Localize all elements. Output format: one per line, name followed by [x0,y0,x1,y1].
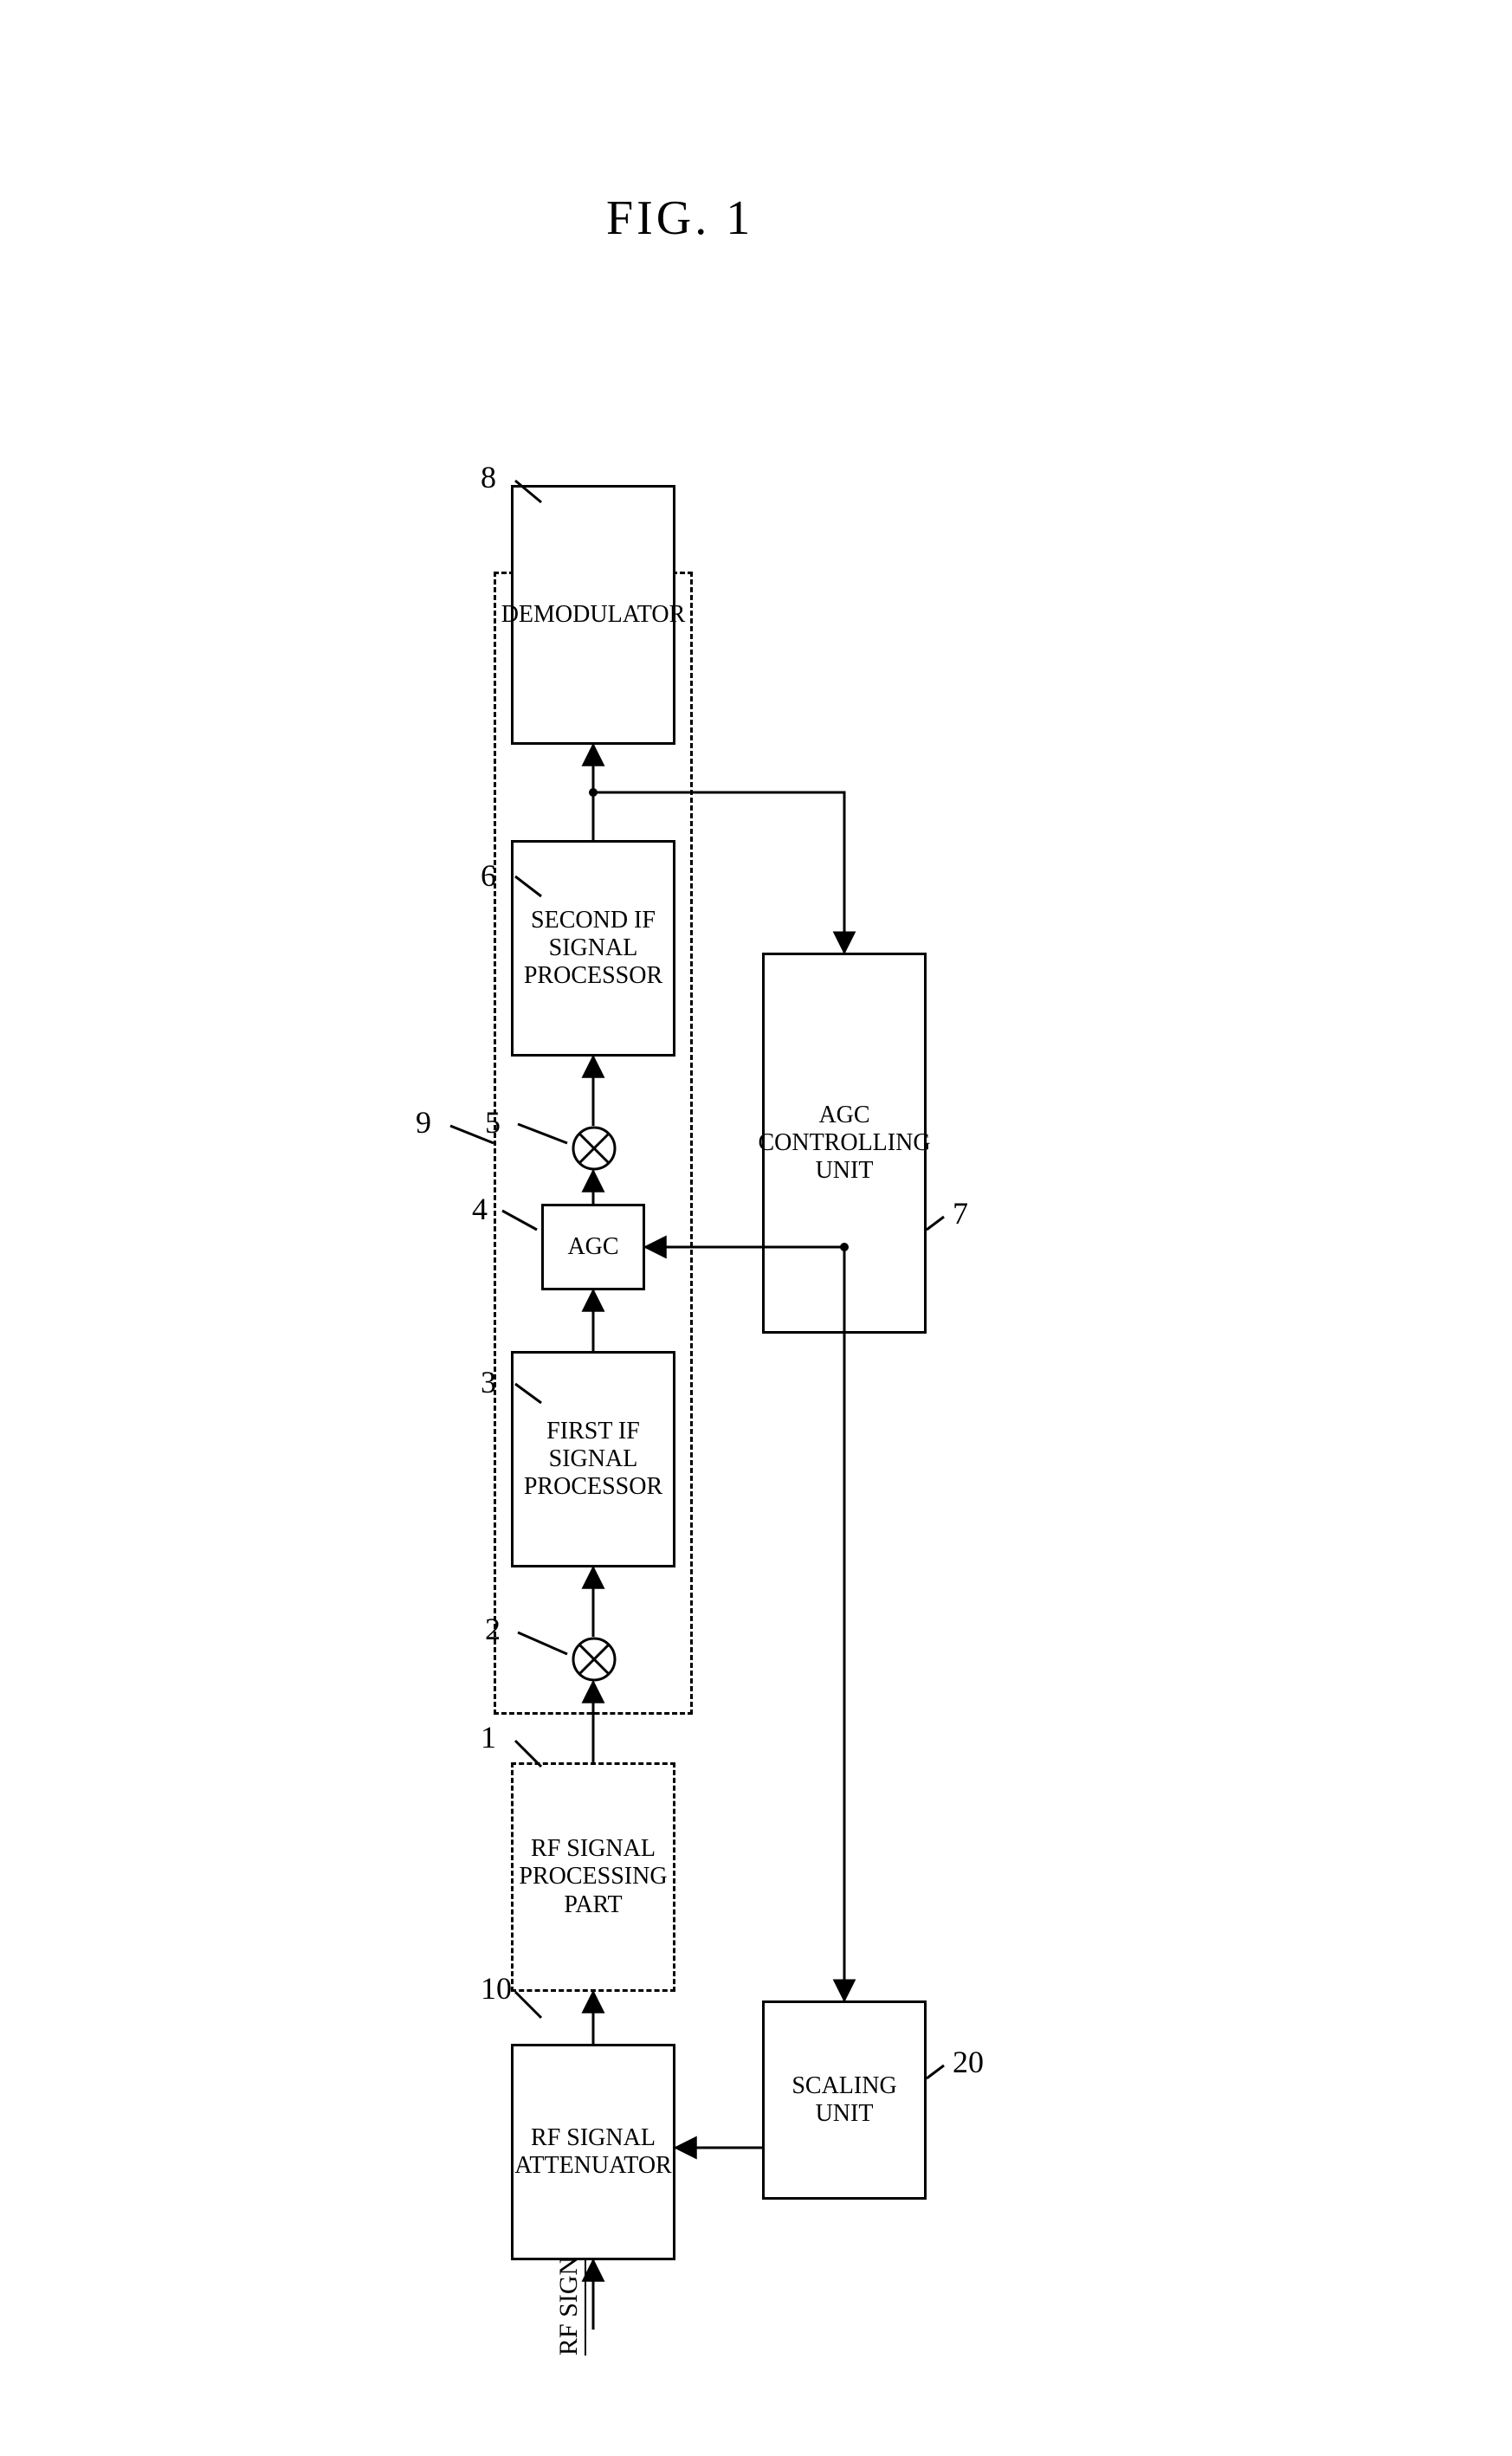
connector-overlay [0,0,1512,2456]
first-if-processor-block: FIRST IFSIGNALPROCESSOR [511,1351,675,1567]
agc-num: 4 [472,1191,488,1227]
rf-signal-processing-block: RF SIGNALPROCESSINGPART [511,1762,675,1992]
second-if-processor-block: SECOND IFSIGNALPROCESSOR [511,840,675,1057]
figure-title: FIG. 1 [606,191,753,246]
rf-processing-label: RF SIGNALPROCESSINGPART [519,1835,667,1919]
second-if-num: 6 [481,857,496,894]
demodulator-label: DEMODULATOR [501,601,686,629]
rf-attenuator-num: 10 [481,1970,512,2007]
mixer-2-num: 5 [485,1104,501,1141]
demodulator-num: 8 [481,459,496,495]
demodulator-block: DEMODULATOR [511,485,675,745]
scaling-label: SCALINGUNIT [792,2072,896,2128]
rf-attenuator-label: RF SIGNALATTENUATOR [514,2124,671,2180]
agc-block: AGC [541,1204,645,1290]
second-if-label: SECOND IFSIGNALPROCESSOR [524,907,662,991]
agc-label: AGC [567,1233,618,1261]
mixer-1-icon [572,1637,617,1682]
agc-controlling-unit-block: AGCCONTROLLINGUNIT [762,953,927,1334]
mixer-1-num: 2 [485,1611,501,1647]
scaling-num: 20 [953,2044,984,2080]
mixer-2-icon [572,1126,617,1171]
scaling-unit-block: SCALINGUNIT [762,2000,927,2200]
rf-processing-num: 1 [481,1719,496,1755]
if-stage-group-num: 9 [416,1104,431,1141]
first-if-num: 3 [481,1364,496,1400]
agc-controlling-num: 7 [953,1195,968,1231]
first-if-label: FIRST IFSIGNALPROCESSOR [524,1418,662,1502]
agc-controlling-label: AGCCONTROLLINGUNIT [758,1102,930,1186]
rf-signal-attenuator-block: RF SIGNALATTENUATOR [511,2044,675,2260]
